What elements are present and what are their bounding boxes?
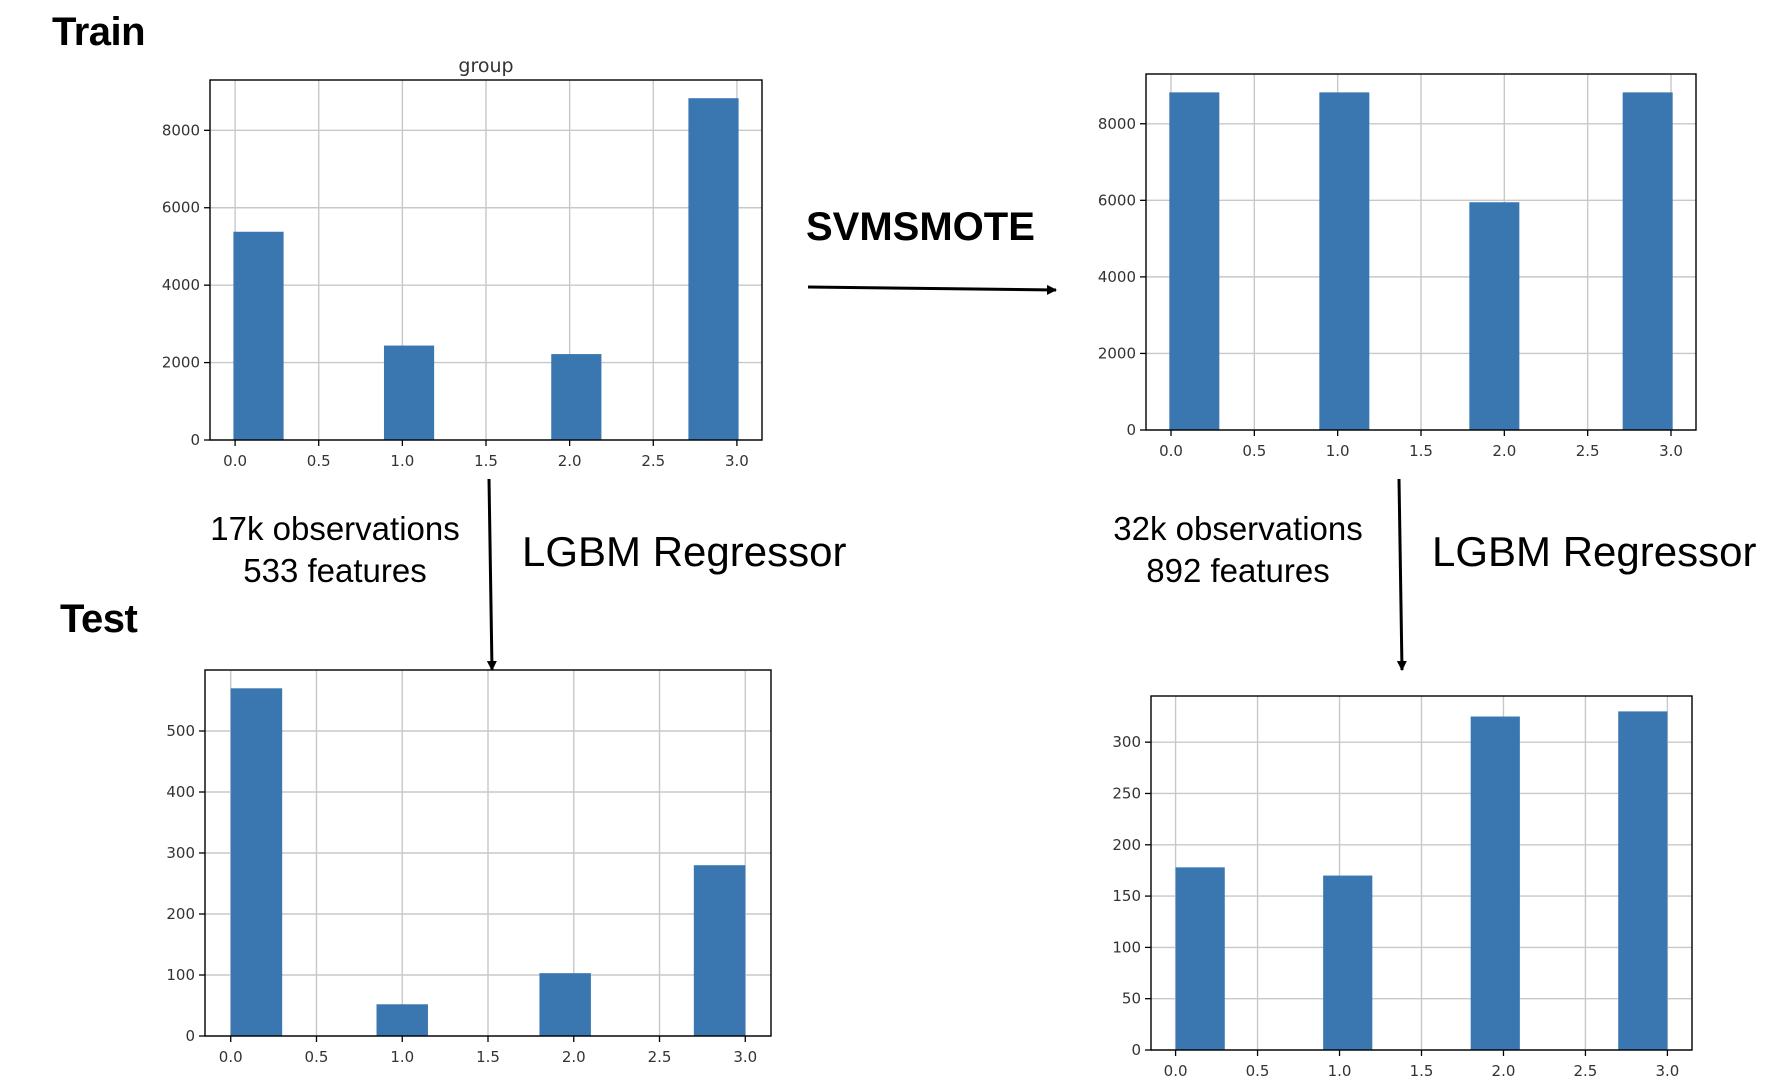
- y-tick-label: 100: [1112, 938, 1141, 956]
- model-label-right: LGBM Regressor: [1432, 528, 1757, 575]
- bar: [1169, 92, 1220, 430]
- right-observations: 32k observations: [1113, 510, 1363, 547]
- y-tick-label: 100: [166, 966, 195, 984]
- bar: [1175, 867, 1225, 1050]
- x-tick-label: 1.5: [476, 1048, 500, 1066]
- bar: [376, 1004, 428, 1036]
- right-dataset-stats: 32k observations 892 features: [1093, 508, 1383, 592]
- svmsmote-label: SVMSMOTE: [806, 205, 1035, 249]
- x-tick-label: 1.5: [1409, 442, 1433, 460]
- y-tick-label: 2000: [1098, 344, 1136, 362]
- y-tick-label: 0: [185, 1027, 195, 1045]
- x-tick-label: 1.5: [1410, 1062, 1434, 1080]
- x-tick-label: 2.5: [641, 452, 665, 470]
- x-tick-label: 0.5: [1242, 442, 1266, 460]
- x-tick-label: 3.0: [1659, 442, 1683, 460]
- x-tick-label: 0.0: [1164, 1062, 1188, 1080]
- y-tick-label: 6000: [1098, 191, 1136, 209]
- y-tick-label: 50: [1122, 990, 1141, 1008]
- y-tick-label: 6000: [162, 199, 200, 217]
- left-dataset-stats: 17k observations 533 features: [190, 508, 480, 592]
- chart-title: group: [458, 55, 513, 77]
- left-down-arrow: [486, 478, 497, 671]
- model-label-left: LGBM Regressor: [522, 528, 847, 575]
- x-tick-label: 1.0: [1326, 442, 1350, 460]
- bar: [1319, 92, 1370, 430]
- y-tick-label: 300: [166, 844, 195, 862]
- right-down-arrow: [1396, 478, 1407, 671]
- right-features: 892 features: [1146, 552, 1330, 589]
- x-tick-label: 3.0: [1655, 1062, 1679, 1080]
- x-tick-label: 1.5: [474, 452, 498, 470]
- x-tick-label: 0.0: [223, 452, 247, 470]
- train-label: Train: [52, 10, 146, 54]
- bar: [233, 231, 284, 440]
- y-tick-label: 200: [1112, 836, 1141, 854]
- y-tick-label: 200: [166, 905, 195, 923]
- y-tick-label: 4000: [1098, 268, 1136, 286]
- x-tick-label: 2.0: [1492, 442, 1516, 460]
- x-tick-label: 3.0: [725, 452, 749, 470]
- x-tick-label: 0.5: [1246, 1062, 1270, 1080]
- x-tick-label: 3.0: [733, 1048, 757, 1066]
- svmsmote-arrow: [807, 284, 1057, 295]
- bar: [230, 688, 283, 1036]
- y-tick-label: 8000: [162, 121, 200, 139]
- y-tick-label: 300: [1112, 733, 1141, 751]
- bar: [688, 98, 739, 441]
- x-tick-label: 0.5: [305, 1048, 329, 1066]
- bar: [1622, 92, 1673, 430]
- bar: [1323, 875, 1373, 1050]
- bar: [693, 865, 746, 1036]
- y-tick-label: 400: [166, 783, 195, 801]
- bar: [1618, 711, 1668, 1050]
- x-tick-label: 2.5: [648, 1048, 672, 1066]
- x-tick-label: 1.0: [1328, 1062, 1352, 1080]
- bar: [551, 354, 602, 440]
- y-tick-label: 0: [190, 431, 200, 449]
- y-tick-label: 0: [1131, 1041, 1141, 1059]
- bar: [539, 973, 591, 1036]
- y-tick-label: 500: [166, 722, 195, 740]
- x-tick-label: 2.0: [562, 1048, 586, 1066]
- bar: [383, 345, 435, 440]
- x-tick-label: 0.0: [219, 1048, 243, 1066]
- y-tick-label: 150: [1112, 887, 1141, 905]
- y-tick-label: 250: [1112, 784, 1141, 802]
- x-tick-label: 0.5: [307, 452, 331, 470]
- left-features: 533 features: [243, 552, 427, 589]
- y-tick-label: 0: [1126, 421, 1136, 439]
- x-tick-label: 0.0: [1159, 442, 1183, 460]
- x-tick-label: 2.0: [1492, 1062, 1516, 1080]
- bar: [1470, 716, 1520, 1050]
- x-tick-label: 1.0: [390, 452, 414, 470]
- x-tick-label: 2.0: [558, 452, 582, 470]
- y-tick-label: 4000: [162, 276, 200, 294]
- x-tick-label: 2.5: [1574, 1062, 1598, 1080]
- y-tick-label: 2000: [162, 354, 200, 372]
- x-tick-label: 2.5: [1576, 442, 1600, 460]
- test-label: Test: [60, 597, 138, 641]
- left-observations: 17k observations: [210, 510, 460, 547]
- y-tick-label: 8000: [1098, 115, 1136, 133]
- x-tick-label: 1.0: [390, 1048, 414, 1066]
- bar: [1469, 202, 1520, 430]
